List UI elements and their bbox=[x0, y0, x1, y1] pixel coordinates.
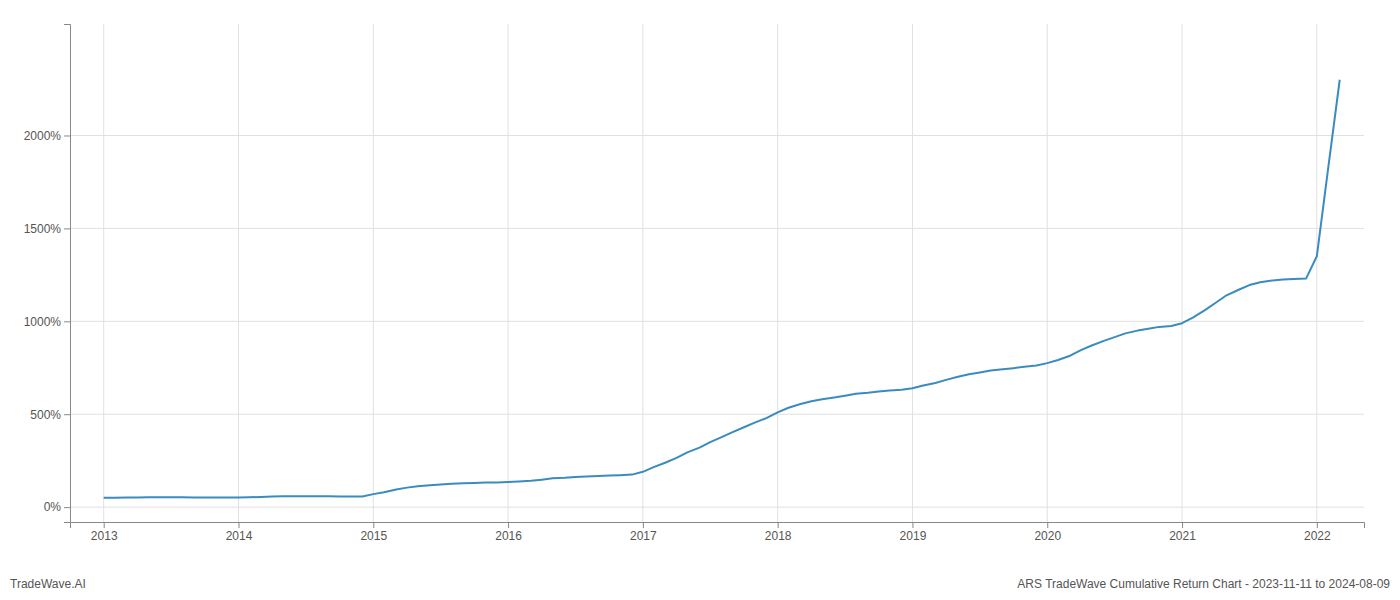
x-tick-label: 2021 bbox=[1169, 529, 1196, 543]
y-tick-mark bbox=[64, 507, 70, 508]
chart: 2013 2014 2015 2016 2017 2018 2019 2020 2021 2022… bbox=[0, 0, 1400, 600]
y-tick-label: 2000% bbox=[24, 129, 62, 143]
x-tick-mark bbox=[238, 522, 239, 528]
x-tick: 2017 bbox=[630, 522, 657, 543]
x-tick-label: 2017 bbox=[630, 529, 657, 543]
x-tick-label: 2015 bbox=[360, 529, 387, 543]
x-tick-mark bbox=[1317, 522, 1318, 528]
x-tick-mark bbox=[1047, 522, 1048, 528]
x-tick: 2022 bbox=[1304, 522, 1331, 543]
y-axis: 0% 500% 1000% 1500% 2000% bbox=[24, 25, 71, 523]
line bbox=[104, 80, 1340, 498]
grid-line-x bbox=[373, 24, 374, 522]
grid-line-x bbox=[777, 24, 778, 522]
y-tick: 500% bbox=[30, 408, 70, 422]
y-tick-label: 1000% bbox=[24, 315, 62, 329]
grid-line-x bbox=[1182, 24, 1183, 522]
x-tick: 2016 bbox=[495, 522, 522, 543]
y-tick-label: 500% bbox=[30, 408, 61, 422]
plot: 2013 2014 2015 2016 2017 2018 2019 2020 2021 2022… bbox=[24, 24, 1365, 543]
grid-line-y bbox=[70, 507, 1364, 508]
x-tick: 2020 bbox=[1034, 522, 1061, 543]
x-tick: 2014 bbox=[226, 522, 253, 543]
x-tick: 2013 bbox=[91, 522, 118, 543]
y-tick: 0% bbox=[44, 500, 70, 514]
grid-line-x bbox=[508, 24, 509, 522]
y-tick: 1000% bbox=[24, 315, 70, 329]
x-axis: 2013 2014 2015 2016 2017 2018 2019 2020 2021 2022 bbox=[71, 522, 1365, 543]
x-tick: 2018 bbox=[765, 522, 792, 543]
watermark: TradeWave.AI bbox=[10, 577, 86, 591]
x-tick: 2015 bbox=[360, 522, 387, 543]
y-tick-label: 1500% bbox=[24, 222, 62, 236]
x-tick-label: 2013 bbox=[91, 529, 118, 543]
y-tick-mark bbox=[64, 414, 70, 415]
grid-line-y bbox=[70, 414, 1364, 415]
grid-line-x bbox=[1316, 24, 1317, 522]
x-tick: 2021 bbox=[1169, 522, 1196, 543]
x-tick-mark bbox=[508, 522, 509, 528]
grid-line-y bbox=[70, 321, 1364, 322]
grid-line-x bbox=[912, 24, 913, 522]
x-tick-mark bbox=[643, 522, 644, 528]
grid-line-x bbox=[1047, 24, 1048, 522]
y-tick: 2000% bbox=[24, 129, 70, 143]
title: ARS TradeWave Cumulative Return Chart - … bbox=[1017, 577, 1390, 591]
marks bbox=[104, 80, 1340, 498]
x-tick-label: 2020 bbox=[1034, 529, 1061, 543]
x-tick-mark bbox=[778, 522, 779, 528]
grid-line-x bbox=[103, 24, 104, 522]
grid bbox=[70, 24, 1364, 522]
y-tick-mark bbox=[64, 321, 70, 322]
x-tick-label: 2014 bbox=[226, 529, 253, 543]
y-tick: 1500% bbox=[24, 222, 70, 236]
x-tick-label: 2022 bbox=[1304, 529, 1331, 543]
grid-line-y bbox=[70, 228, 1364, 229]
x-tick-mark bbox=[1182, 522, 1183, 528]
y-axis-line bbox=[64, 25, 71, 523]
x-tick-label: 2018 bbox=[765, 529, 792, 543]
x-tick-label: 2019 bbox=[900, 529, 927, 543]
x-tick-mark bbox=[912, 522, 913, 528]
grid-line-y bbox=[70, 135, 1364, 136]
x-tick-mark bbox=[104, 522, 105, 528]
y-tick-label: 0% bbox=[44, 500, 62, 514]
y-tick-mark bbox=[64, 228, 70, 229]
x-axis-line bbox=[71, 523, 1365, 529]
x-tick-label: 2016 bbox=[495, 529, 522, 543]
y-tick-mark bbox=[64, 135, 70, 136]
x-tick-mark bbox=[373, 522, 374, 528]
grid-line-x bbox=[238, 24, 239, 522]
x-tick: 2019 bbox=[900, 522, 927, 543]
grid-line-x bbox=[642, 24, 643, 522]
